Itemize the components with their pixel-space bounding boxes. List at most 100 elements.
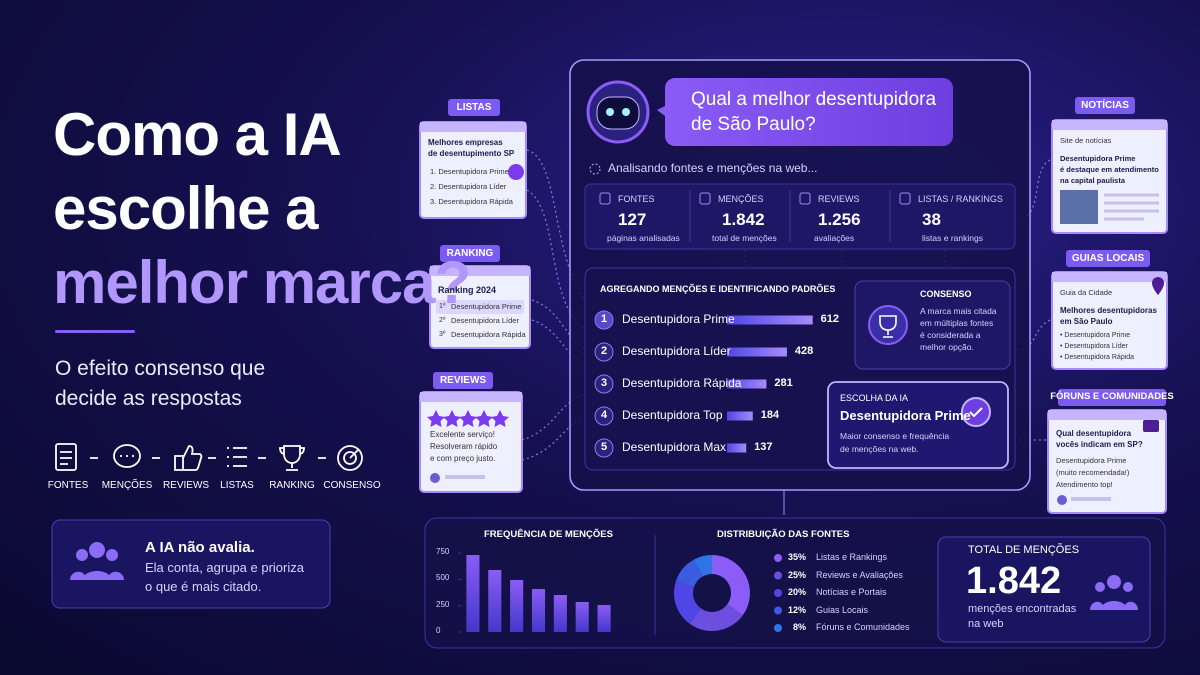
card-site: Guia da Cidade xyxy=(1060,288,1113,297)
slice xyxy=(693,555,712,577)
hero-title: Como a IA xyxy=(53,101,342,168)
stat-value: 38 xyxy=(922,210,941,229)
rank-name: Desentupidora Prime xyxy=(622,312,735,326)
total-caption: na web xyxy=(968,618,1004,630)
slice xyxy=(674,581,701,624)
question-bubble xyxy=(657,78,953,146)
card-item: Atendimento top! xyxy=(1056,480,1113,489)
stat-value: 127 xyxy=(618,210,647,229)
card-item: Desentupidora Prime xyxy=(451,302,522,311)
note-title: A IA não avalia. xyxy=(145,539,255,556)
legend-dot xyxy=(774,606,782,615)
card-item: Resolveram rápido xyxy=(430,442,498,451)
rank-name: Desentupidora Rápida xyxy=(622,376,742,390)
stats-dividers xyxy=(689,190,891,242)
rank-bar xyxy=(727,411,753,421)
stat-label: LISTAS / RANKINGS xyxy=(918,194,1003,204)
bar xyxy=(575,601,589,632)
card-item: • Desentupidora Rápida xyxy=(1060,354,1135,361)
total-box xyxy=(937,536,1151,643)
legend-value: 35% xyxy=(787,552,806,562)
stat-icon xyxy=(899,192,911,205)
card-item: e com preço justo. xyxy=(430,454,496,463)
card-title: na capital paulista xyxy=(1060,176,1126,185)
robot-icon xyxy=(586,80,650,144)
stat-caption: páginas analisadas xyxy=(607,233,680,243)
ranking-title: AGREGANDO MENÇÕES E IDENTIFICANDO PADRÕE… xyxy=(600,284,836,294)
consenso-text: é considerada a xyxy=(920,330,981,340)
legend-value: 8% xyxy=(792,622,806,632)
slice xyxy=(675,559,703,588)
bar xyxy=(531,589,546,632)
flow-label: REVIEWS xyxy=(162,480,210,491)
hero-title: escolhe a xyxy=(53,175,318,242)
source-tag: LISTAS xyxy=(456,102,492,113)
note-text: o que é mais citado. xyxy=(145,579,262,594)
legend-value: 20% xyxy=(787,587,806,597)
card-title: Qual desentupidora xyxy=(1056,429,1132,438)
badge-icon xyxy=(961,397,991,427)
rank-badge xyxy=(594,310,614,330)
stat-caption: listas e rankings xyxy=(922,233,983,243)
source-tag: REVIEWS xyxy=(439,375,487,386)
card-item: Excelente serviço! xyxy=(430,430,495,439)
card-title: Melhores empresas xyxy=(428,138,503,147)
rank-badge xyxy=(594,374,614,394)
card-item: Desentupidora Líder xyxy=(451,316,519,325)
question: Qual a melhor desentupidora xyxy=(691,89,937,110)
trophy-icon xyxy=(868,305,908,345)
escolha-box xyxy=(827,381,1009,469)
source-tag: FÓRUNS E COMUNIDADES xyxy=(1050,391,1174,402)
slice xyxy=(712,555,750,616)
y-tick-label: 750 xyxy=(436,547,450,556)
rank-badge xyxy=(594,406,614,426)
stat-icon xyxy=(599,192,611,205)
rank-value: 184 xyxy=(760,409,780,421)
legend-label: Reviews e Avaliações xyxy=(816,569,903,580)
stats-box xyxy=(584,183,1016,250)
flow-label: FONTES xyxy=(47,480,89,491)
card-item: 3. Desentupidora Rápida xyxy=(430,197,513,206)
legend-label: Listas e Rankings xyxy=(816,552,888,562)
hero-title: melhor marca? xyxy=(53,249,471,316)
rank-bar xyxy=(727,443,747,453)
bar xyxy=(597,605,611,632)
consenso-title: CONSENSO xyxy=(920,289,972,299)
source-tag: RANKING xyxy=(446,248,494,259)
total-title: TOTAL DE MENÇÕES xyxy=(968,544,1080,556)
stat-icon xyxy=(799,192,811,205)
stat-value: 1.842 xyxy=(722,210,765,229)
legend-dot xyxy=(774,589,782,597)
flow-label: MENÇÕES xyxy=(101,480,153,491)
escolha-title: ESCOLHA DA IA xyxy=(840,393,909,403)
rank-bar xyxy=(727,379,767,389)
card-item: 2. Desentupidora Líder xyxy=(430,182,507,191)
escolha-brand: Desentupidora Prime xyxy=(840,408,971,423)
card-title: de desentupimento SP xyxy=(428,149,515,158)
rank-position: 3 xyxy=(600,377,608,389)
consenso-text: A marca mais citada xyxy=(920,306,997,316)
question: de São Paulo? xyxy=(691,114,816,135)
escolha-text: de menções na web. xyxy=(840,444,919,454)
y-tick-label: 0 xyxy=(436,626,441,635)
underline xyxy=(55,330,135,333)
legend-value: 25% xyxy=(787,569,806,580)
bar xyxy=(488,569,502,632)
card-item: Desentupidora Prime xyxy=(1056,456,1127,465)
flow-label: CONSENSO xyxy=(323,480,381,491)
legend-label: Fóruns e Comunidades xyxy=(816,622,910,632)
rank-position: 1 xyxy=(600,313,608,325)
rank-value: 428 xyxy=(794,345,814,357)
rank-badge xyxy=(594,342,614,362)
card-title: vocês indicam em SP? xyxy=(1056,440,1143,449)
consenso-box xyxy=(854,280,1011,370)
card-title: Ranking 2024 xyxy=(438,285,497,295)
stat-caption: avaliações xyxy=(814,233,855,243)
legend-dot xyxy=(774,624,782,632)
card-item: Desentupidora Rápida xyxy=(451,330,526,339)
spinner xyxy=(589,163,601,175)
people-icon xyxy=(1090,575,1138,610)
total-value: 1.842 xyxy=(966,560,1062,602)
